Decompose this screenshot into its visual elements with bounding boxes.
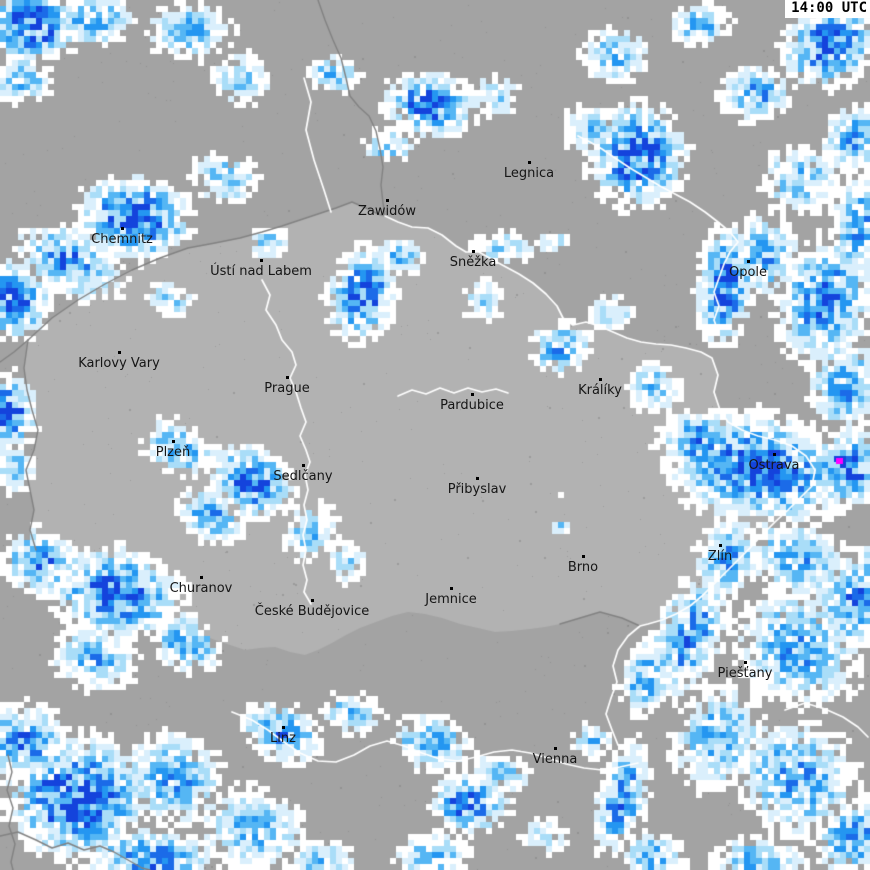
city-marker-dot [450, 587, 453, 590]
timestamp-overlay: 14:00 UTC [785, 0, 870, 18]
city-label: Vienna [532, 752, 578, 767]
city-label: Legnica [503, 166, 555, 181]
city-marker-dot [386, 199, 389, 202]
city-label: České Budějovice [254, 604, 370, 619]
city-marker-dot [599, 378, 602, 381]
city-label: Brno [567, 560, 599, 575]
city-marker-dot [472, 250, 475, 253]
city-label: Přibyslav [447, 482, 507, 497]
city-label: Zlín [707, 549, 733, 564]
city-marker-dot [476, 477, 479, 480]
city-label: Králíky [578, 383, 622, 398]
city-marker-dot [200, 576, 203, 579]
city-marker-dot [528, 161, 531, 164]
city-marker-dot [719, 544, 722, 547]
city-marker-dot [744, 661, 747, 664]
city-marker-dot [260, 259, 263, 262]
city-marker-dot [118, 351, 121, 354]
city-label: Karlovy Vary [78, 356, 160, 371]
city-marker-dot [282, 726, 285, 729]
city-label: Zawidów [358, 204, 416, 219]
city-marker-dot [773, 453, 776, 456]
city-marker-dot [311, 599, 314, 602]
city-marker-dot [302, 464, 305, 467]
city-label: Jemnice [425, 592, 477, 607]
city-label: Prague [264, 381, 310, 396]
city-marker-dot [471, 393, 474, 396]
city-marker-dot [286, 376, 289, 379]
city-marker-dot [121, 227, 124, 230]
city-marker-dot [747, 260, 750, 263]
city-label: Linz [270, 731, 296, 746]
city-marker-dot [582, 555, 585, 558]
city-label: Plzeň [155, 445, 191, 460]
city-marker-dot [172, 440, 175, 443]
city-marker-dot [554, 747, 557, 750]
city-label: Sněžka [449, 255, 497, 270]
city-label: Opole [728, 265, 768, 280]
city-label: Piešťany [717, 666, 773, 681]
city-label: Churanov [169, 581, 233, 596]
city-label: Pardubice [440, 398, 504, 413]
city-label: Ústí nad Labem [210, 264, 312, 279]
city-label: Chemnitz [91, 232, 153, 247]
city-label: Sedlčany [273, 469, 333, 484]
city-label: Ostrava [748, 458, 800, 473]
